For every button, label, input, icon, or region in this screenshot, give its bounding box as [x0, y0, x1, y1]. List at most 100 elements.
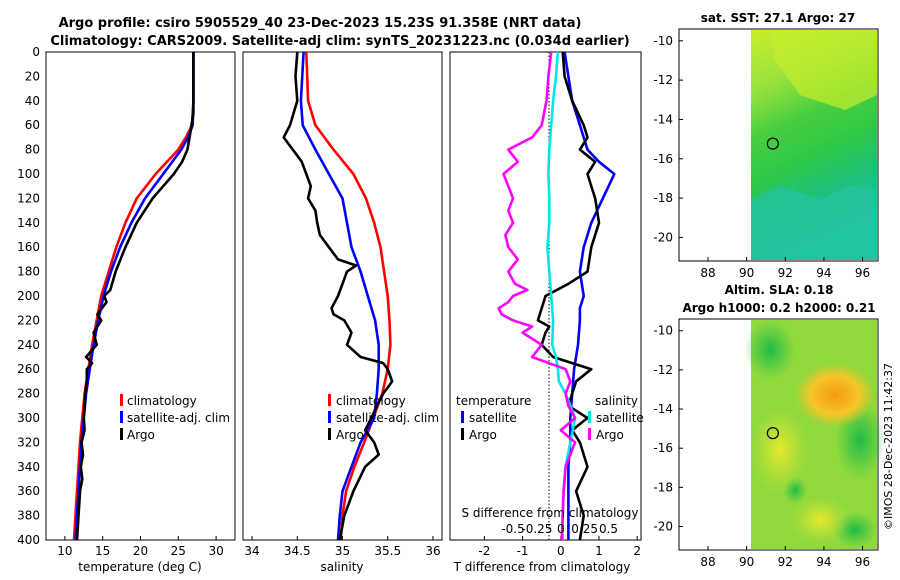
difference-x-ticks: -2 -1 0 1 2	[478, 536, 641, 558]
s-difference-ticks: -0.5-0.25 0 0.25 0.5	[501, 522, 618, 536]
depth-tick-label: 260	[17, 362, 40, 376]
series-line-climatology	[72, 52, 195, 540]
x-tick-label: 25	[171, 544, 186, 558]
s-diff-tick-label: 0.25	[571, 522, 598, 536]
sst-warm-region	[770, 30, 877, 110]
legend-label-t-satellite: satellite	[469, 411, 517, 425]
legend-swatch-climatology	[328, 394, 331, 406]
temperature-x-ticks: 10 15 20 25 30	[57, 536, 224, 558]
depth-tick-label: 300	[17, 411, 40, 425]
legend-swatch-t-argo	[461, 428, 464, 440]
map-x-tick-label: 92	[778, 266, 793, 280]
depth-tick-label: 280	[17, 387, 40, 401]
s-difference-label: S difference from climatology	[462, 506, 639, 520]
map-y-tick-label: -12	[653, 73, 673, 87]
depth-axis: 0 20 40 60 80 100 120 140 160 180 200 220 240 260 280 3…	[17, 45, 454, 547]
salinity-x-ticks: 34 34.5 35 35.5 36	[244, 536, 441, 558]
x-tick-label: -1	[517, 544, 529, 558]
sst-map-title: sat. SST: 27.1 Argo: 27	[701, 11, 855, 25]
s-diff-tick-label: 0.5	[599, 522, 618, 536]
x-tick-label: 20	[133, 544, 148, 558]
map-x-tick-label: 90	[739, 555, 754, 569]
x-tick-label: 34.5	[284, 544, 311, 558]
depth-tick-label: 120	[17, 191, 40, 205]
temperature-axes-box	[45, 51, 236, 541]
legend-swatch-s-argo	[588, 428, 591, 440]
legend-label-satellite: satellite-adj. clim	[336, 411, 439, 425]
depth-tick-label: 360	[17, 484, 40, 498]
x-tick-label: -2	[478, 544, 490, 558]
salinity-panel: 34 34.5 35 35.5 36 salinity climatology sate…	[242, 51, 443, 574]
map-y-tick-label: -16	[653, 441, 673, 455]
sla-map-title: Altim. SLA: 0.18	[725, 283, 834, 297]
series-line-argo	[75, 52, 195, 540]
legend-swatch-satellite	[328, 411, 331, 423]
series-line-argo	[282, 52, 394, 540]
legend-swatch-argo	[328, 428, 331, 440]
sst-cool-region	[751, 185, 877, 260]
legend-title-salinity: salinity	[595, 394, 638, 408]
depth-tick-label: 40	[25, 94, 40, 108]
legend-label-climatology: climatology	[127, 394, 197, 408]
depth-tick-label: 100	[17, 167, 40, 181]
depth-tick-label: 160	[17, 240, 40, 254]
map-x-tick-label: 88	[700, 266, 715, 280]
map-y-tick-label: -10	[653, 324, 673, 338]
depth-tick-label: 240	[17, 338, 40, 352]
depth-tick-label: 60	[25, 118, 40, 132]
sla-argo-marker	[766, 427, 779, 440]
depth-tick-label: 80	[25, 143, 40, 157]
s-diff-tick-label: 0	[557, 522, 565, 536]
depth-tick-label: 220	[17, 313, 40, 327]
legend-label-climatology: climatology	[336, 394, 406, 408]
x-tick-label: 1	[595, 544, 603, 558]
legend-swatch-s-satellite	[588, 411, 591, 423]
x-tick-label: 30	[208, 544, 223, 558]
series-line-s-argo	[497, 52, 577, 540]
map-y-tick-label: -18	[653, 191, 673, 205]
map-y-tick-label: -14	[653, 402, 673, 416]
x-tick-label: 2	[633, 544, 641, 558]
depth-tick-label: 380	[17, 509, 40, 523]
sla-hot-patch	[795, 363, 875, 427]
imos-timestamp: ©IMOS 28-Dec-2023 11:42:37	[882, 363, 895, 530]
legend-label-satellite: satellite-adj. clim	[127, 411, 230, 425]
sla-yellow-patch	[790, 495, 850, 545]
x-tick-label: 34	[244, 544, 259, 558]
salinity-axes-box	[242, 51, 443, 541]
legend-swatch-satellite	[120, 411, 123, 423]
legend-label-argo: Argo	[127, 428, 155, 442]
figure-title-line2: Climatology: CARS2009. Satellite-adj cli…	[50, 34, 629, 49]
sst-x-ticks: 88 90 92 94 96	[700, 257, 870, 280]
map-x-tick-label: 94	[816, 555, 831, 569]
legend-label-argo: Argo	[336, 428, 364, 442]
difference-xlabel: T difference from climatology	[453, 560, 631, 574]
depth-tick-label: 0	[32, 45, 40, 59]
legend-swatch-t-satellite	[461, 411, 464, 423]
salinity-legend: climatology satellite-adj. clim Argo	[328, 394, 439, 442]
legend-label-s-argo: Argo	[596, 428, 624, 442]
difference-legend-salinity: salinity satellite Argo	[588, 394, 644, 442]
legend-swatch-climatology	[120, 394, 123, 406]
series-line-satellite-adj-clim	[299, 52, 381, 540]
sst-y-ticks: -10 -12 -14 -16 -18 -20	[653, 34, 683, 244]
temperature-xlabel: temperature (deg C)	[78, 560, 201, 574]
map-y-tick-label: -12	[653, 363, 673, 377]
x-tick-label: 36	[425, 544, 440, 558]
salinity-xlabel: salinity	[320, 560, 363, 574]
depth-tick-label: 20	[25, 69, 40, 83]
legend-title-temperature: temperature	[456, 394, 531, 408]
map-y-tick-label: -10	[653, 34, 673, 48]
s-diff-tick-label: -0.25	[521, 522, 552, 536]
legend-label-t-argo: Argo	[469, 428, 497, 442]
temperature-panel: 10 15 20 25 30 temperature (deg C) climatolo…	[45, 51, 236, 574]
map-x-tick-label: 96	[855, 266, 870, 280]
temperature-legend: climatology satellite-adj. clim Argo	[120, 394, 230, 442]
depth-tick-label: 200	[17, 289, 40, 303]
sla-x-ticks: 88 90 92 94 96	[700, 546, 870, 569]
x-tick-label: 0	[557, 544, 565, 558]
s-diff-tick-label: -0.5	[501, 522, 524, 536]
x-tick-label: 10	[57, 544, 72, 558]
sla-green-patch	[745, 320, 795, 380]
